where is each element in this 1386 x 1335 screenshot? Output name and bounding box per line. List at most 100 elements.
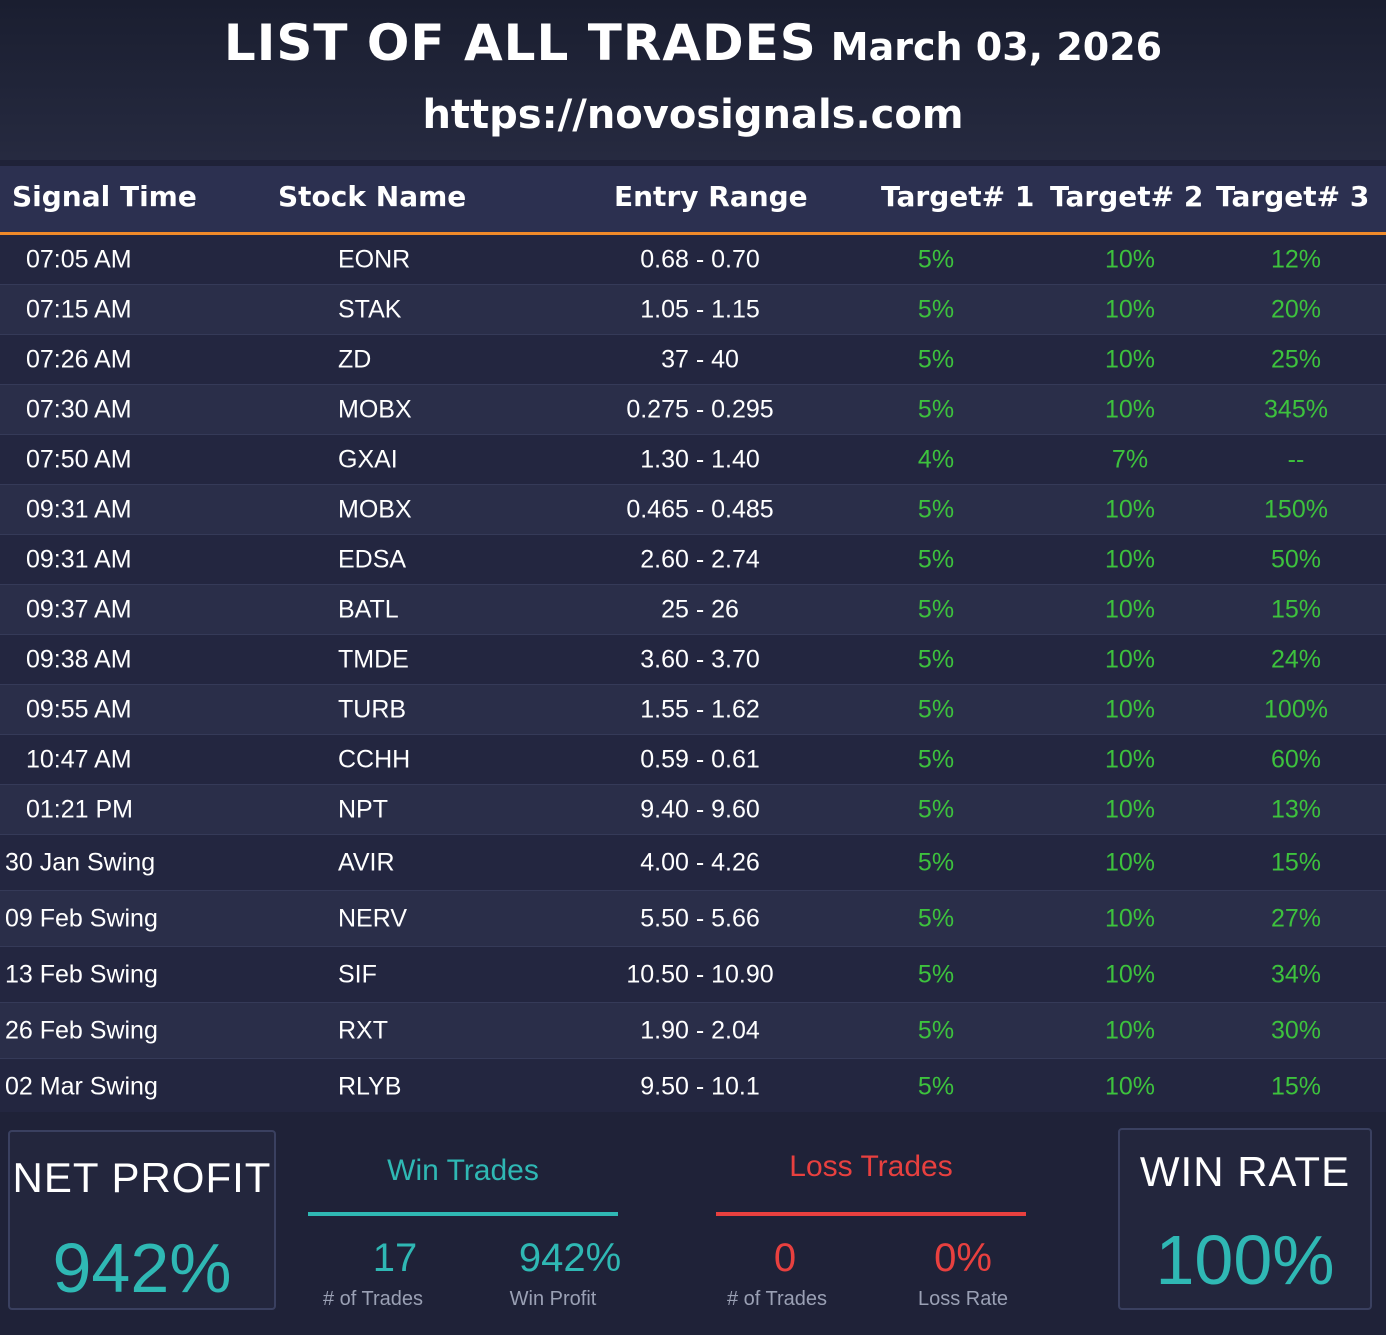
target-3-cell: 15%: [1270, 848, 1322, 876]
signal-time-cell: 09:55 AM: [26, 695, 132, 723]
table-row: 09:37 AM BATL 25 - 26 5% 10% 15%: [0, 585, 1386, 635]
target-1-cell: 5%: [917, 295, 955, 323]
loss-count-caption: # of Trades: [726, 1288, 828, 1310]
target-2-cell: 10%: [1104, 745, 1156, 773]
signal-time-cell: 26 Feb Swing: [5, 1016, 158, 1044]
entry-range-cell: 1.55 - 1.62: [640, 695, 760, 723]
table-row: 02 Mar Swing RLYB 9.50 - 10.1 5% 10% 15%: [0, 1059, 1386, 1115]
signal-time-cell: 09:37 AM: [26, 595, 132, 623]
target-1-cell: 5%: [917, 960, 955, 988]
site-url: https://novosignals.com: [422, 92, 964, 138]
table-row: 09:38 AM TMDE 3.60 - 3.70 5% 10% 24%: [0, 635, 1386, 685]
target-1-cell: 5%: [917, 545, 955, 573]
target-3-cell: 150%: [1264, 495, 1328, 523]
target-1-cell: 5%: [917, 645, 955, 673]
col-target-1: Target# 1: [881, 180, 1035, 213]
stock-name-cell: TURB: [338, 695, 407, 723]
entry-range-cell: 0.465 - 0.485: [626, 495, 774, 523]
target-2-cell: 10%: [1104, 595, 1156, 623]
target-3-cell: 13%: [1270, 795, 1322, 823]
target-2-cell: 10%: [1104, 245, 1156, 273]
signal-time-cell: 07:26 AM: [26, 345, 132, 373]
signal-time-cell: 07:05 AM: [26, 245, 132, 273]
entry-range-cell: 9.40 - 9.60: [640, 795, 760, 823]
target-3-cell: 30%: [1270, 1016, 1322, 1044]
target-1-cell: 5%: [917, 1072, 955, 1100]
stock-name-cell: TMDE: [338, 645, 409, 673]
col-stock-name: Stock Name: [278, 180, 467, 213]
target-1-cell: 5%: [917, 695, 955, 723]
target-2-cell: 10%: [1104, 295, 1156, 323]
target-3-cell: 20%: [1270, 295, 1322, 323]
report-date: March 03, 2026: [830, 25, 1163, 69]
target-1-cell: 5%: [917, 395, 955, 423]
target-3-cell: 100%: [1264, 695, 1328, 723]
signal-time-cell: 01:21 PM: [26, 795, 134, 823]
target-2-cell: 10%: [1104, 345, 1156, 373]
entry-range-cell: 4.00 - 4.26: [640, 848, 760, 876]
target-3-cell: 15%: [1270, 595, 1322, 623]
target-3-cell: 15%: [1270, 1072, 1322, 1100]
win-rate-value: 100%: [1155, 1221, 1335, 1299]
table-row: 26 Feb Swing RXT 1.90 - 2.04 5% 10% 30%: [0, 1003, 1386, 1059]
target-3-cell: 24%: [1270, 645, 1322, 673]
table-row: 07:05 AM EONR 0.68 - 0.70 5% 10% 12%: [0, 235, 1386, 285]
target-3-cell: --: [1287, 445, 1305, 473]
signal-time-cell: 30 Jan Swing: [5, 848, 156, 876]
signal-time-cell: 02 Mar Swing: [5, 1072, 158, 1100]
table-row: 07:15 AM STAK 1.05 - 1.15 5% 10% 20%: [0, 285, 1386, 335]
target-1-cell: 5%: [917, 904, 955, 932]
target-1-cell: 5%: [917, 595, 955, 623]
col-entry-range: Entry Range: [614, 180, 808, 213]
entry-range-cell: 5.50 - 5.66: [640, 904, 760, 932]
signal-time-cell: 10:47 AM: [26, 745, 132, 773]
stock-name-cell: SIF: [338, 960, 377, 988]
entry-range-cell: 1.05 - 1.15: [640, 295, 760, 323]
target-3-cell: 34%: [1270, 960, 1322, 988]
table-row: 10:47 AM CCHH 0.59 - 0.61 5% 10% 60%: [0, 735, 1386, 785]
col-target-3: Target# 3: [1216, 180, 1370, 213]
win-trades-title: Win Trades: [387, 1154, 539, 1187]
target-3-cell: 50%: [1270, 545, 1322, 573]
col-signal-time: Signal Time: [12, 180, 197, 213]
target-2-cell: 10%: [1104, 695, 1156, 723]
signal-time-cell: 09:31 AM: [26, 495, 132, 523]
target-1-cell: 5%: [917, 345, 955, 373]
entry-range-cell: 9.50 - 10.1: [640, 1072, 760, 1100]
col-target-2: Target# 2: [1050, 180, 1204, 213]
target-2-cell: 7%: [1111, 445, 1149, 473]
target-2-cell: 10%: [1104, 1072, 1156, 1100]
table-row: 09:55 AM TURB 1.55 - 1.62 5% 10% 100%: [0, 685, 1386, 735]
stock-name-cell: NERV: [338, 904, 408, 932]
stock-name-cell: EONR: [338, 245, 411, 273]
summary-panel: NET PROFIT 942% Win Trades 17 # of Trade…: [0, 1112, 1386, 1335]
stock-name-cell: ZD: [338, 345, 372, 373]
entry-range-cell: 0.68 - 0.70: [640, 245, 760, 273]
stock-name-cell: STAK: [338, 295, 402, 323]
entry-range-cell: 0.275 - 0.295: [626, 395, 774, 423]
stock-name-cell: RLYB: [338, 1072, 402, 1100]
stock-name-cell: BATL: [338, 595, 399, 623]
loss-rate: 0%: [934, 1236, 992, 1280]
table-header: Signal Time Stock Name Entry Range Targe…: [0, 166, 1386, 235]
target-3-cell: 345%: [1264, 395, 1328, 423]
target-2-cell: 10%: [1104, 1016, 1156, 1044]
signal-time-cell: 09:31 AM: [26, 545, 132, 573]
target-1-cell: 4%: [917, 445, 955, 473]
target-3-cell: 25%: [1270, 345, 1322, 373]
loss-trades-divider: [716, 1212, 1026, 1216]
target-3-cell: 12%: [1270, 245, 1322, 273]
target-2-cell: 10%: [1104, 960, 1156, 988]
stock-name-cell: MOBX: [338, 495, 412, 523]
entry-range-cell: 3.60 - 3.70: [640, 645, 760, 673]
signal-time-cell: 09 Feb Swing: [5, 904, 158, 932]
stock-name-cell: RXT: [338, 1016, 388, 1044]
win-count-caption: # of Trades: [322, 1288, 424, 1310]
loss-count: 0: [773, 1236, 797, 1280]
target-1-cell: 5%: [917, 245, 955, 273]
target-2-cell: 10%: [1104, 545, 1156, 573]
target-2-cell: 10%: [1104, 645, 1156, 673]
stock-name-cell: EDSA: [338, 545, 407, 573]
target-2-cell: 10%: [1104, 904, 1156, 932]
win-trades-divider: [308, 1212, 618, 1216]
